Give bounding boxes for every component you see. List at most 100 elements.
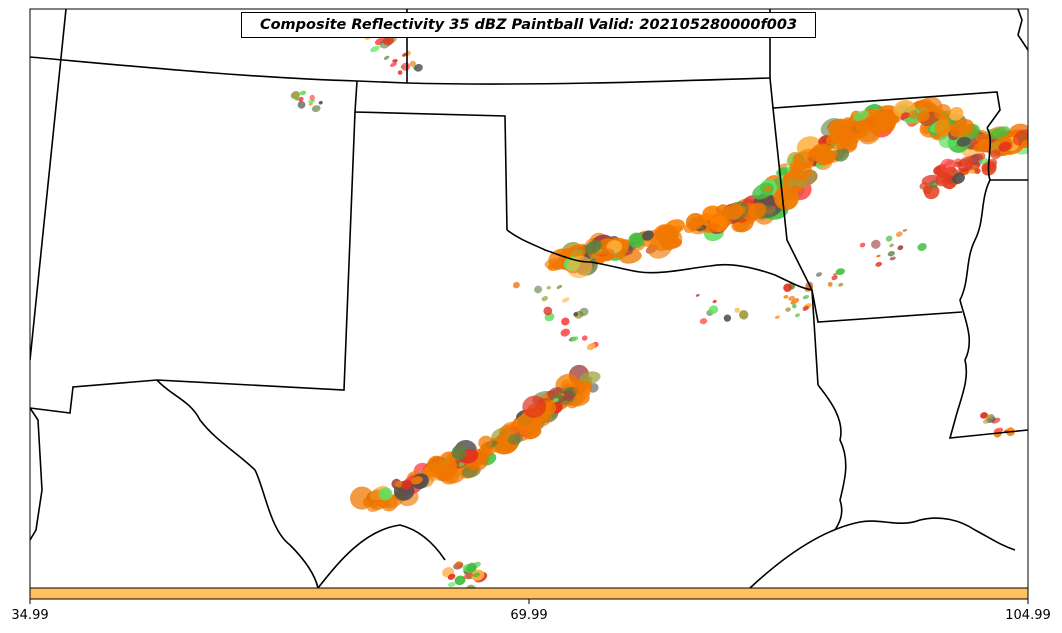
- paintball-blob: [889, 256, 896, 261]
- new-mexico-border: [30, 111, 356, 414]
- paintball-blob: [986, 413, 995, 419]
- paintball-blob: [541, 295, 549, 302]
- paintball-blob: [747, 202, 767, 219]
- paintball-blob: [875, 261, 883, 267]
- paintball-blob: [395, 480, 404, 488]
- paintball-blob: [794, 313, 801, 318]
- arkansas-louisiana-border: [811, 289, 963, 323]
- paintball-blob: [835, 140, 846, 150]
- paintball-blob: [723, 314, 732, 322]
- paintball-blob: [953, 161, 963, 168]
- paintball-blob: [382, 35, 394, 46]
- paintball-blob: [410, 476, 423, 485]
- paintball-blob: [802, 305, 810, 311]
- paintball-blob: [454, 561, 462, 567]
- paintball-blob: [562, 297, 570, 303]
- paintball-blob: [774, 185, 799, 211]
- paintball-blob: [724, 204, 744, 220]
- paintball-blob: [695, 294, 700, 297]
- paintball-blob: [563, 390, 574, 402]
- paintball-blob: [290, 91, 301, 100]
- paintball-blob: [571, 336, 579, 342]
- paintball-blob: [833, 147, 850, 162]
- paintball-blob: [916, 98, 933, 113]
- paintball-blob: [401, 62, 411, 71]
- oklahoma-panhandle: [354, 80, 508, 231]
- paintball-blob: [908, 110, 918, 119]
- paintball-blob: [409, 60, 416, 67]
- paintball-blob: [512, 281, 520, 289]
- paintball-blob: [378, 487, 393, 501]
- paintball-blob: [855, 119, 867, 132]
- paintball-blob: [977, 152, 986, 160]
- paintball-blob: [473, 572, 480, 578]
- paintball-blob: [933, 104, 951, 120]
- paintball-blob: [935, 174, 950, 184]
- paintball-layer: [290, 25, 1028, 588]
- paintball-blob: [308, 99, 316, 104]
- paintball-blob: [734, 307, 741, 313]
- texas-rio-grande: [156, 379, 319, 588]
- paintball-blob: [785, 307, 791, 312]
- paintball-blob: [390, 62, 397, 67]
- paintball-blob: [309, 94, 316, 101]
- paintball-blob: [463, 572, 474, 580]
- paintball-blob: [852, 110, 869, 122]
- paintball-blob: [478, 435, 493, 450]
- paintball-blob: [885, 235, 893, 242]
- paintball-blob: [297, 100, 306, 109]
- paintball-blob: [699, 318, 708, 325]
- paintball-blob: [859, 242, 866, 248]
- paintball-blob: [895, 231, 903, 237]
- paintball-blob: [401, 480, 413, 490]
- paintball-blob: [982, 419, 990, 424]
- paintball-blob: [454, 575, 466, 586]
- arizona-border: [30, 407, 43, 541]
- paintball-blob: [873, 123, 882, 129]
- gulf-coastline: [317, 517, 1016, 588]
- paintball-blob: [584, 240, 602, 254]
- colorbar-tick-label-min: 34.99: [11, 608, 49, 623]
- paintball-blob: [487, 451, 495, 456]
- paintball-blob: [949, 118, 974, 138]
- paintball-blob: [311, 105, 321, 113]
- paintball-blob: [956, 136, 971, 147]
- sabine-river: [817, 384, 847, 531]
- paintball-blob: [508, 433, 523, 445]
- paintball-blob: [974, 168, 981, 174]
- paintball-blob: [434, 466, 449, 475]
- paintball-blob: [543, 306, 553, 316]
- paintball-blob: [783, 295, 789, 299]
- paintball-blob: [790, 298, 800, 305]
- paintball-blob: [917, 243, 927, 251]
- paintball-blob: [838, 282, 844, 287]
- paintball-blob: [934, 119, 952, 137]
- paintball-blob: [579, 307, 589, 317]
- paintball-blob: [397, 70, 403, 75]
- paintball-blob: [916, 110, 930, 123]
- paintball-blob: [831, 275, 838, 281]
- paintball-blob: [573, 312, 579, 317]
- arkansas-oklahoma-border: [772, 107, 819, 386]
- paintball-blob: [998, 141, 1012, 152]
- paintball-blob: [827, 281, 833, 287]
- paintball-blob: [470, 561, 481, 569]
- paintball-blob: [990, 149, 1001, 160]
- state-borders: [30, 9, 1028, 588]
- paintball-blob: [791, 184, 802, 192]
- paintball-blob: [708, 305, 719, 315]
- paintball-blob: [763, 185, 773, 193]
- paintball-blob: [835, 268, 845, 275]
- paintball-blob: [414, 63, 423, 72]
- paintball-blob: [1020, 139, 1028, 149]
- paintball-blob: [579, 371, 601, 385]
- paintball-blob: [897, 245, 904, 251]
- paintball-blob: [889, 243, 894, 248]
- east-border: [1017, 9, 1028, 51]
- paintball-blob: [561, 317, 570, 326]
- paintball-blob: [392, 59, 398, 63]
- paintball-blob: [948, 106, 964, 121]
- paintball-blob: [298, 96, 304, 102]
- colorbar-tick-label-mid: 69.99: [510, 608, 548, 623]
